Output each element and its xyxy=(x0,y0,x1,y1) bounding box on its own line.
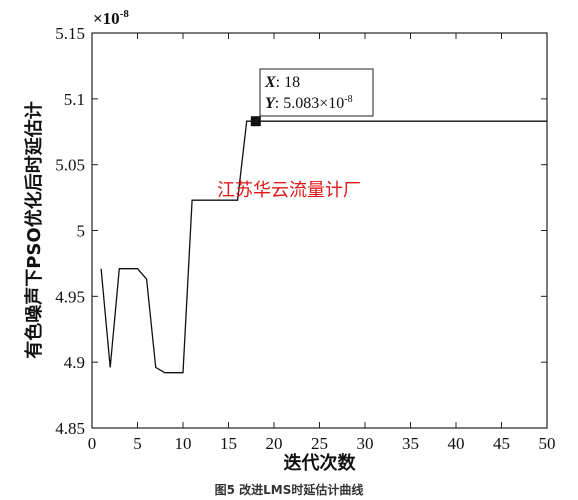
y-tick-label: 4.95 xyxy=(55,287,85,306)
datatip-y-text: Y: 5.083×10-8 xyxy=(265,94,353,112)
y-axis-exponent: ×10-8 xyxy=(93,8,129,28)
x-tick-label: 35 xyxy=(402,434,419,453)
x-tick-label: 45 xyxy=(493,434,510,453)
y-tick-label: 5 xyxy=(77,222,86,241)
x-axis-ticks: 0 5 10 15 20 25 30 35 40 45 50 xyxy=(88,33,556,453)
x-tick-label: 10 xyxy=(175,434,192,453)
y-tick-label: 5.1 xyxy=(64,90,85,109)
series-line xyxy=(100,120,547,374)
series-layer xyxy=(100,120,547,374)
datatip-box xyxy=(259,68,374,117)
y-tick-label: 4.85 xyxy=(55,419,85,438)
x-tick-label: 30 xyxy=(357,434,374,453)
x-axis-label: 迭代次数 xyxy=(284,452,357,474)
x-tick-label: 40 xyxy=(448,434,465,453)
datatip-leader xyxy=(255,115,261,122)
x-tick-label: 25 xyxy=(311,434,328,453)
figure-caption: 图5 改进LMS时延估计曲线 xyxy=(215,482,364,497)
y-tick-label: 4.9 xyxy=(64,353,85,372)
y-axis-ticks: 4.85 4.9 4.95 5 5.05 5.1 5.15 xyxy=(55,24,547,438)
x-tick-label: 20 xyxy=(266,434,283,453)
y-axis-label: 有色噪声下PSO优化后时延估计 xyxy=(23,101,45,358)
x-tick-label: 50 xyxy=(539,434,556,453)
x-tick-label: 5 xyxy=(133,434,142,453)
datatip-x-text: X: 18 xyxy=(264,74,300,91)
x-tick-label: 15 xyxy=(220,434,237,453)
datatip: X: 18 Y: 5.083×10-8 xyxy=(250,68,374,127)
datatip-marker xyxy=(250,116,261,127)
x-tick-label: 0 xyxy=(88,434,97,453)
y-tick-label: 5.15 xyxy=(55,24,85,43)
y-tick-label: 5.05 xyxy=(55,156,85,175)
watermark-text: 江苏华云流量计厂 xyxy=(217,180,361,201)
